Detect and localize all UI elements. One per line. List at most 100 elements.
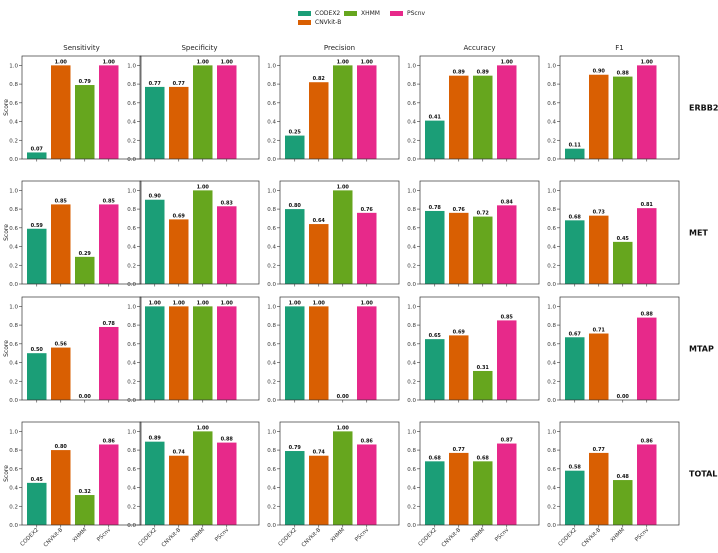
panel-title: Accuracy [464, 44, 496, 52]
y-tick-label: 0.2 [127, 263, 136, 269]
bar [99, 204, 119, 284]
bar [309, 455, 329, 525]
bar-value-label: 0.67 [569, 331, 582, 337]
bar-value-label: 1.00 [641, 59, 654, 65]
bar [449, 75, 469, 159]
bar [145, 86, 165, 159]
y-tick-label: 0.6 [267, 226, 276, 232]
bar [637, 444, 657, 525]
legend-label: PScnv [407, 10, 426, 17]
x-tick-label: XHMM [330, 527, 347, 544]
bar-value-label: 0.89 [149, 436, 162, 442]
panel-frame [419, 296, 540, 401]
bar [99, 326, 119, 400]
y-tick-label: 0.6 [267, 342, 276, 348]
y-tick-label: 0.2 [407, 379, 416, 385]
bar-value-label: 0.41 [429, 115, 442, 121]
panel-frame [139, 55, 260, 160]
bar [565, 470, 585, 525]
y-tick-label: 0.4 [9, 120, 18, 126]
y-tick-label: 0.0 [9, 398, 18, 404]
bar-value-label: 0.77 [593, 447, 606, 453]
bar-value-label: 0.89 [453, 70, 466, 76]
y-tick-label: 0.0 [267, 398, 276, 404]
bar [425, 120, 445, 159]
x-tick-label: CNVkit-B [441, 527, 462, 548]
bar-value-label: 0.77 [149, 81, 162, 87]
bar [193, 190, 213, 284]
bar-value-label: 0.86 [641, 438, 654, 444]
bar [145, 306, 165, 400]
y-tick-label: 0.0 [127, 523, 136, 529]
bar-value-label: 1.00 [149, 300, 162, 306]
bar-value-label: 1.00 [337, 425, 350, 431]
bar [333, 190, 353, 284]
panel-frame [139, 421, 260, 526]
bar [217, 306, 237, 400]
panel-frame [419, 421, 540, 526]
bar-value-label: 0.00 [337, 394, 350, 400]
bar-value-label: 0.89 [477, 70, 490, 76]
row-label: ERBB2 [689, 104, 718, 113]
bar [497, 443, 517, 525]
y-tick-label: 0.4 [127, 245, 136, 251]
y-tick-label: 0.4 [407, 361, 416, 367]
bar [217, 65, 237, 159]
y-tick-label: 0.4 [547, 120, 556, 126]
panel-frame [279, 296, 400, 401]
y-tick-label: 0.4 [407, 120, 416, 126]
y-tick-label: 1.0 [127, 63, 136, 69]
bar [565, 337, 585, 400]
legend-label: CODEX2 [315, 10, 341, 17]
bar [613, 76, 633, 159]
y-tick-label: 0.8 [267, 82, 276, 88]
bar-value-label: 1.00 [221, 300, 234, 306]
bar [51, 204, 71, 284]
y-tick-label: 0.8 [127, 207, 136, 213]
y-tick-label: 0.2 [9, 263, 18, 269]
y-tick-label: 0.0 [9, 523, 18, 529]
y-tick-label: 0.2 [267, 263, 276, 269]
y-tick-label: 0.2 [9, 138, 18, 144]
y-tick-label: 0.2 [407, 504, 416, 510]
y-tick-label: 0.8 [547, 82, 556, 88]
y-tick-label: 0.0 [547, 398, 556, 404]
y-tick-label: 0.2 [127, 138, 136, 144]
y-axis-label: Score [3, 224, 10, 241]
bar-value-label: 0.32 [79, 489, 92, 495]
bar [357, 212, 377, 284]
y-tick-label: 0.8 [127, 82, 136, 88]
y-tick-label: 0.8 [9, 323, 18, 329]
y-tick-label: 1.0 [127, 188, 136, 194]
bar-value-label: 0.76 [361, 207, 374, 213]
x-tick-label: CODEX2 [278, 527, 299, 548]
bar-value-label: 0.11 [569, 143, 582, 149]
bar [27, 353, 47, 400]
bar-value-label: 0.82 [313, 76, 326, 82]
bar-value-label: 0.85 [501, 314, 514, 320]
bar [473, 461, 493, 525]
y-tick-label: 0.2 [127, 379, 136, 385]
bar-value-label: 0.74 [313, 450, 326, 456]
bar-value-label: 0.85 [103, 198, 116, 204]
panel-frame [559, 55, 680, 160]
y-tick-label: 0.4 [9, 486, 18, 492]
bar [637, 317, 657, 400]
legend: CODEX2 CNVkit-B XHMM PScnv [298, 10, 448, 32]
bar-value-label: 0.29 [79, 251, 92, 257]
panel-frame [139, 296, 260, 401]
bar-value-label: 0.45 [31, 477, 44, 483]
y-tick-label: 0.8 [267, 207, 276, 213]
bar [75, 85, 95, 159]
legend-label: CNVkit-B [315, 19, 342, 26]
bar [449, 335, 469, 400]
panel-frame [279, 180, 400, 285]
bar-value-label: 0.69 [173, 213, 186, 219]
bar-value-label: 0.84 [501, 199, 514, 205]
y-tick-label: 1.0 [127, 429, 136, 435]
y-tick-label: 1.0 [547, 188, 556, 194]
bar-value-label: 0.85 [55, 198, 68, 204]
y-tick-label: 0.4 [407, 486, 416, 492]
y-tick-label: 1.0 [9, 63, 18, 69]
